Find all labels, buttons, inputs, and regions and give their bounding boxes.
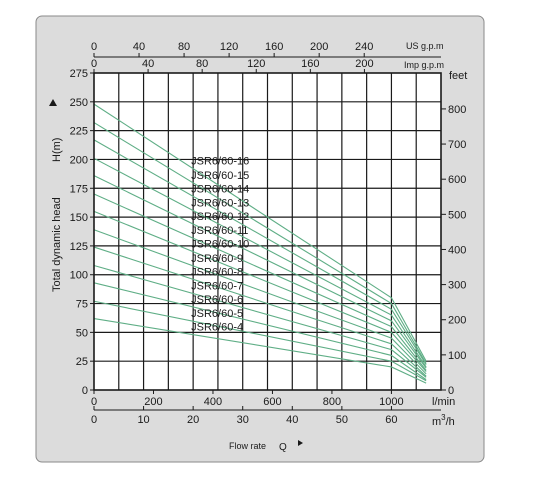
x-tick-label-lmin: 600 <box>263 396 281 408</box>
y-axis-symbol: H(m) <box>51 138 63 162</box>
curve-line <box>93 193 427 371</box>
bottom-lmin-unit: l/min <box>432 396 455 408</box>
x-tick-label-m3h: 10 <box>137 414 149 426</box>
x-tick-label-m3h: 50 <box>336 414 348 426</box>
x-tick-label-usgpm: 200 <box>310 41 328 53</box>
x-tick-label-impgpm: 40 <box>142 58 154 70</box>
y-tick-label-m: 125 <box>70 241 88 253</box>
curve-label: JSR6/60-9 <box>191 253 243 265</box>
curve-label: JSR6/60-16 <box>191 156 249 168</box>
curve-line <box>93 300 427 382</box>
x-axis-symbol: Q <box>279 442 287 453</box>
y-tick-label-m: 200 <box>70 154 88 166</box>
x-tick-label-usgpm: 80 <box>178 41 190 53</box>
x-tick-label-m3h: 40 <box>286 414 298 426</box>
curve-label: JSR6/60-15 <box>191 170 249 182</box>
y-tick-label-feet: 700 <box>448 139 466 151</box>
curve-line <box>93 282 427 381</box>
y-tick-label-m: 25 <box>76 356 88 368</box>
plot-frame <box>93 72 442 391</box>
y-tick-label-feet: 0 <box>448 385 454 397</box>
curve-label: JSR6/60-12 <box>191 211 249 223</box>
x-tick-label-impgpm: 160 <box>301 58 319 70</box>
y-tick-label-m: 275 <box>70 68 88 80</box>
x-tick-label-lmin: 400 <box>204 396 222 408</box>
y-tick-label-m: 150 <box>70 212 88 224</box>
y-tick-label-m: 0 <box>82 385 88 397</box>
curve-line <box>93 264 427 378</box>
y-tick-label-m: 225 <box>70 126 88 138</box>
axes: 0255075100125150175200225250275010020030… <box>70 41 467 426</box>
x-tick-label-lmin: 0 <box>91 396 97 408</box>
curve-label: JSR6/60-10 <box>191 239 249 251</box>
x-tick-label-usgpm: 120 <box>220 41 238 53</box>
x-axis-arrow-icon <box>298 440 303 446</box>
curve-line <box>93 175 427 369</box>
x-tick-label-lmin: 800 <box>323 396 341 408</box>
x-tick-label-m3h: 0 <box>91 414 97 426</box>
curve-line <box>93 157 427 368</box>
top-imp-unit: Imp g.p.m <box>404 60 444 70</box>
y-tick-label-feet: 800 <box>448 104 466 116</box>
y-tick-label-feet: 200 <box>448 315 466 327</box>
x-tick-label-usgpm: 240 <box>355 41 373 53</box>
y-tick-label-feet: 300 <box>448 280 466 292</box>
x-tick-label-impgpm: 200 <box>355 58 373 70</box>
curve-label: JSR6/60-13 <box>191 198 249 210</box>
x-tick-label-impgpm: 0 <box>91 58 97 70</box>
y-tick-label-feet: 100 <box>448 350 466 362</box>
curve-label: JSR6/60-7 <box>191 281 243 293</box>
curves <box>93 103 427 384</box>
y-axis-label: Total dynamic head <box>51 197 63 292</box>
curve-line <box>93 103 427 362</box>
y-tick-label-m: 250 <box>70 97 88 109</box>
y-tick-label-m: 50 <box>76 327 88 339</box>
x-tick-label-m3h: 30 <box>237 414 249 426</box>
x-axis-label: Flow rate <box>229 441 266 451</box>
x-tick-label-impgpm: 120 <box>247 58 265 70</box>
curve-line <box>93 246 427 377</box>
curve-label: JSR6/60-6 <box>191 294 243 306</box>
x-tick-label-usgpm: 40 <box>133 41 145 53</box>
y-tick-label-feet: 500 <box>448 209 466 221</box>
x-tick-label-m3h: 20 <box>187 414 199 426</box>
x-tick-label-m3h: 60 <box>385 414 397 426</box>
y-tick-label-feet: 600 <box>448 174 466 186</box>
curve-label: JSR6/60-11 <box>191 225 248 237</box>
y-tick-label-feet: 400 <box>448 244 466 256</box>
curve-line <box>93 122 427 364</box>
x-tick-label-impgpm: 80 <box>196 58 208 70</box>
y-tick-label-m: 100 <box>70 270 88 282</box>
curve-label: JSR6/60-4 <box>191 322 243 334</box>
curve-label: JSR6/60-5 <box>191 308 243 320</box>
curve-label: JSR6/60-14 <box>191 183 249 195</box>
curve-line <box>93 317 427 384</box>
top-us-unit: US g.p.m <box>406 41 444 51</box>
y-tick-label-m: 75 <box>76 299 88 311</box>
x-tick-label-usgpm: 160 <box>265 41 283 53</box>
curve-line <box>93 229 427 375</box>
y-tick-label-m: 175 <box>70 183 88 195</box>
curve-line <box>93 210 427 372</box>
y-axis-arrow-icon <box>49 99 57 106</box>
bottom-m3h-unit: m3/h <box>432 413 455 428</box>
right-axis-unit: feet <box>449 70 467 82</box>
x-tick-label-lmin: 200 <box>144 396 162 408</box>
x-tick-label-lmin: 1000 <box>379 396 403 408</box>
curve-line <box>93 139 427 365</box>
curve-label: JSR6/60-8 <box>191 266 243 278</box>
x-tick-label-usgpm: 0 <box>91 41 97 53</box>
